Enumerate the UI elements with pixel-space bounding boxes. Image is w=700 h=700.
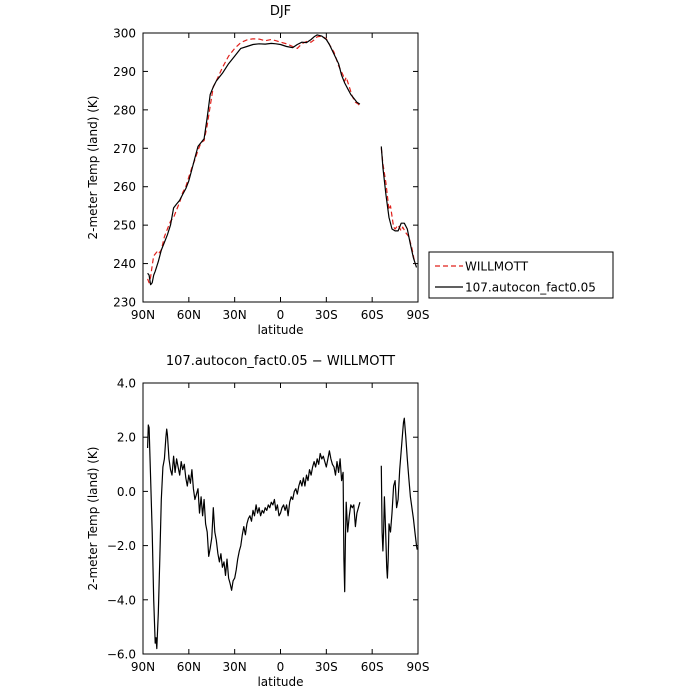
bottom-panel: −6.0 −4.0 −2.0 0.0 2.0 4.0 90N 60N 30N 0 30S 60S 90S… [86,354,429,689]
top-panel: 230 240 250 260 270 280 290 300 90N 60N 30N 0 30S 60S… [86,4,614,337]
y-tick-label: 280 [113,103,136,117]
series-line-107-autocon-fact0-05 [380,146,418,268]
chart-title: DJF [270,4,291,19]
x-tick-label: 60N [177,660,201,674]
x-tick-label: 60N [177,308,201,322]
x-tick-label: 0 [277,660,285,674]
series-line-difference [147,424,361,650]
series-line-willmott [147,35,361,284]
x-tick-label: 60S [361,660,384,674]
y-tick-label: 300 [113,27,136,41]
y-axis-label: 2-meter Temp (land) (K) [86,447,100,591]
x-tick-label: 90S [407,660,430,674]
x-tick-label: 90N [131,660,155,674]
legend-label: WILLMOTT [465,260,529,274]
y-tick-label: −4.0 [107,593,136,607]
legend-label: 107.autocon_fact0.05 [465,281,596,295]
x-axis-label: latitude [257,323,303,337]
y-tick-label: 240 [113,257,136,271]
x-tick-label: 60S [361,308,384,322]
x-tick-label: 0 [277,308,285,322]
y-tick-label: 260 [113,180,136,194]
y-tick-label: −2.0 [107,539,136,553]
series-line-107-autocon-fact0-05 [147,34,361,286]
y-tick-label: 290 [113,65,136,79]
x-tick-label: 30S [315,308,338,322]
y-tick-label: −6.0 [107,648,136,662]
y-tick-label: 2.0 [117,431,136,445]
x-axis-label: latitude [257,675,303,689]
y-tick-label: 230 [113,296,136,310]
plot-frame [142,32,419,303]
y-tick-label: 250 [113,219,136,233]
y-tick-label: 0.0 [117,485,136,499]
chart-title: 107.autocon_fact0.05 − WILLMOTT [166,354,395,369]
x-tick-label: 30N [223,660,247,674]
series-line-difference [380,417,418,579]
series-line-willmott [380,148,416,264]
x-tick-label: 90S [407,308,430,322]
y-axis-label: 2-meter Temp (land) (K) [86,96,100,240]
legend-box [428,251,614,299]
x-tick-label: 90N [131,308,155,322]
plot-frame [142,382,419,655]
legend: WILLMOTT 107.autocon_fact0.05 [428,251,614,299]
y-tick-label: 4.0 [117,377,136,391]
x-tick-label: 30N [223,308,247,322]
y-tick-label: 270 [113,142,136,156]
x-tick-label: 30S [315,660,338,674]
